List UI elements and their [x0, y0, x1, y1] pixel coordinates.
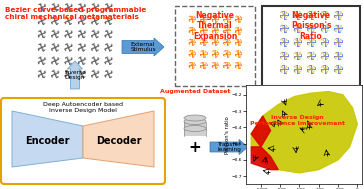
Text: Decoder: Decoder [96, 136, 141, 146]
Text: Negative
Poisson's
Ratio: Negative Poisson's Ratio [291, 11, 331, 41]
Polygon shape [12, 111, 83, 167]
Y-axis label: Poisson's ratio: Poisson's ratio [225, 116, 230, 153]
Bar [184, 129, 206, 136]
Ellipse shape [184, 119, 206, 125]
FancyBboxPatch shape [1, 98, 165, 184]
Text: Inverse Design
Performance Improvement: Inverse Design Performance Improvement [250, 115, 345, 126]
FancyBboxPatch shape [175, 6, 255, 86]
Text: Inverse
Design: Inverse Design [64, 70, 86, 80]
Polygon shape [251, 91, 357, 173]
FancyArrow shape [67, 61, 83, 89]
Polygon shape [251, 116, 270, 147]
Text: Bezier curve-based programmable
chiral mechanical metamaterials: Bezier curve-based programmable chiral m… [5, 7, 146, 20]
FancyArrow shape [210, 139, 248, 154]
FancyBboxPatch shape [262, 6, 360, 86]
FancyArrow shape [122, 38, 164, 56]
Text: +: + [189, 139, 201, 154]
Text: Transfer
learning: Transfer learning [217, 142, 241, 152]
Polygon shape [83, 111, 154, 167]
Ellipse shape [184, 125, 206, 132]
Text: Negative
Thermal
Expansion: Negative Thermal Expansion [193, 11, 237, 41]
Text: Augmented Dataset: Augmented Dataset [160, 88, 230, 94]
Bar [184, 122, 206, 129]
Text: External
Stimulus: External Stimulus [130, 42, 156, 52]
Text: Encoder: Encoder [25, 136, 70, 146]
Polygon shape [251, 147, 278, 170]
Text: Deep Autoencoder based
Inverse Design Model: Deep Autoencoder based Inverse Design Mo… [43, 102, 123, 113]
Ellipse shape [184, 115, 206, 121]
